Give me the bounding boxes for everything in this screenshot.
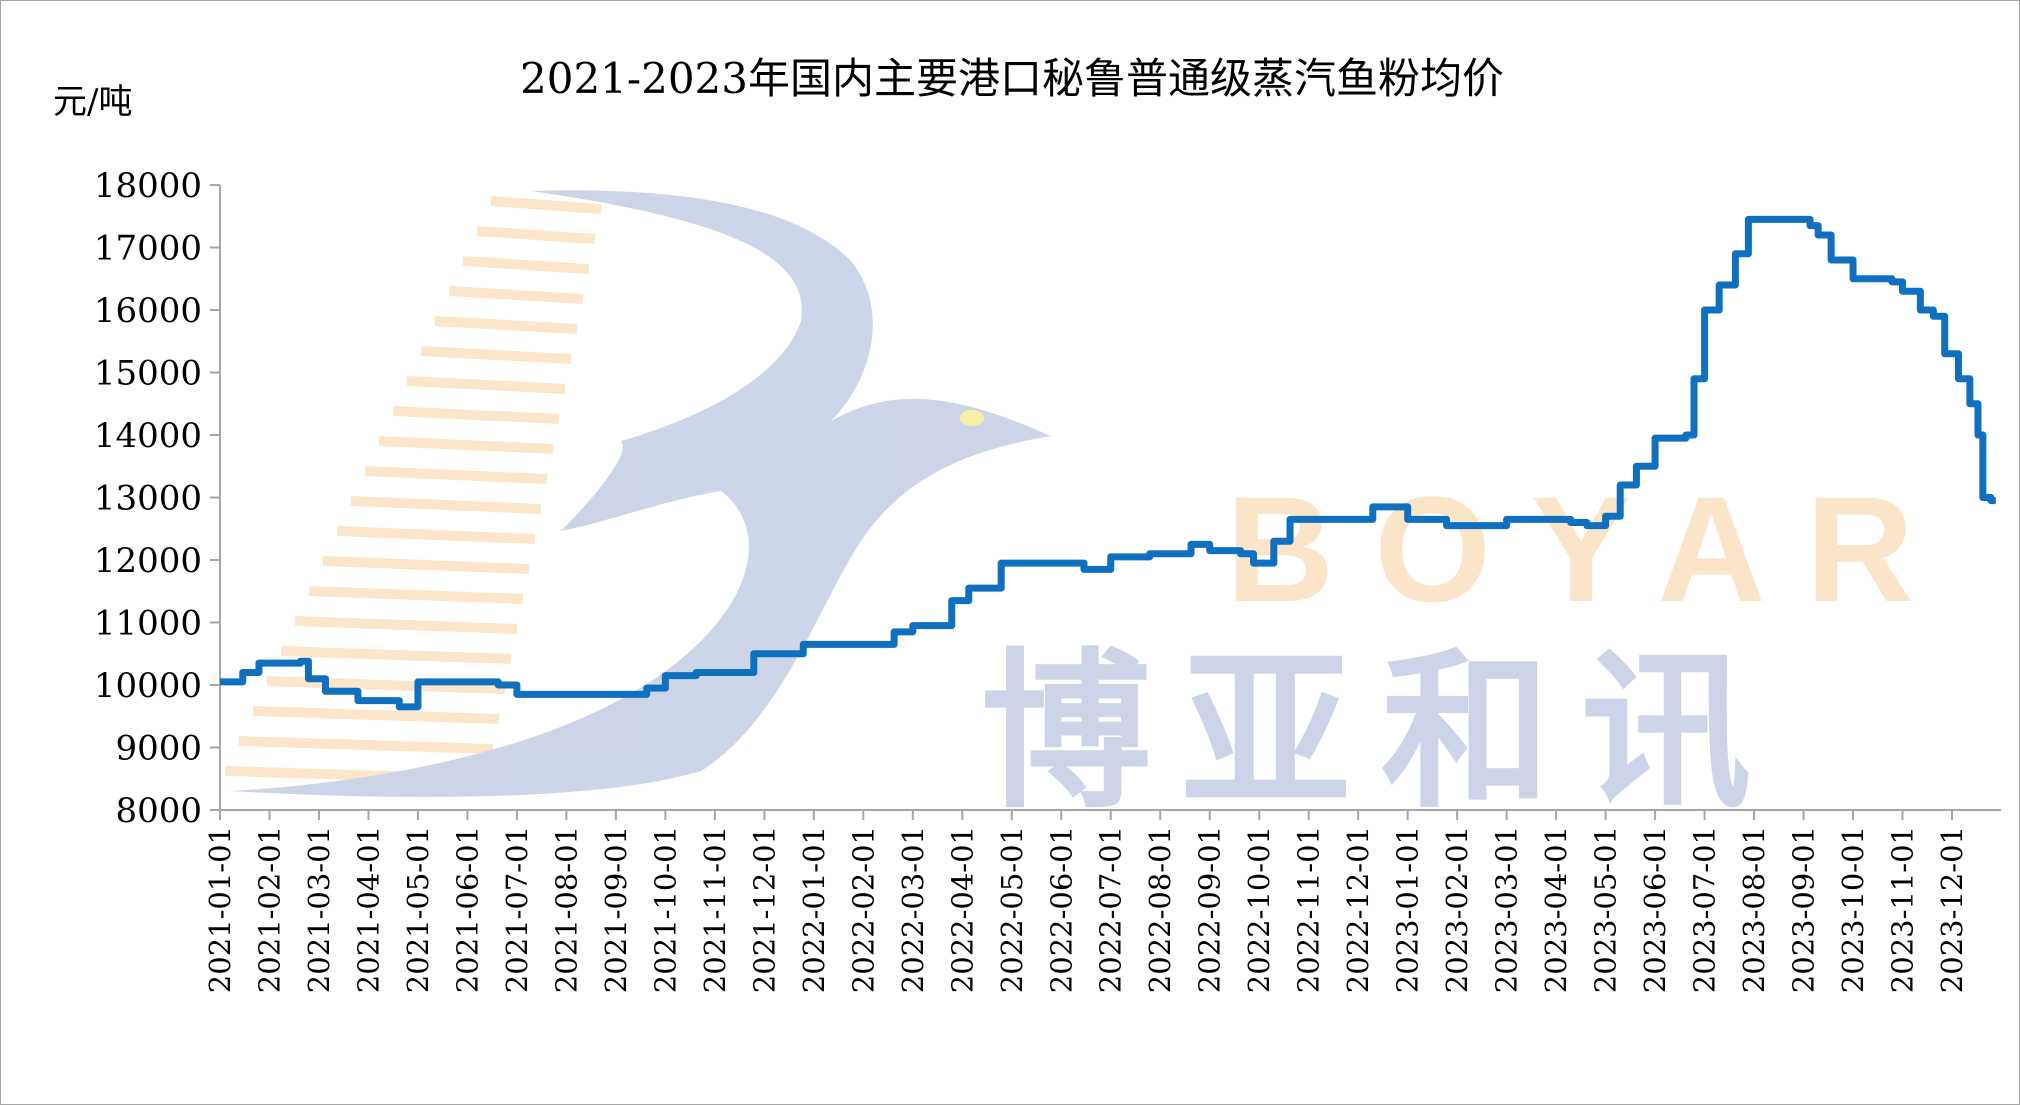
x-tick-label: 2022-01-01 xyxy=(797,826,831,993)
x-tick-label: 2021-06-01 xyxy=(450,826,484,993)
x-tick-label: 2023-05-01 xyxy=(1589,826,1623,993)
chart-title: 2021-2023年国内主要港口秘鲁普通级蒸汽鱼粉均价 xyxy=(520,54,1504,103)
x-tick-label: 2022-07-01 xyxy=(1094,826,1128,993)
x-tick-label: 2021-09-01 xyxy=(599,826,633,993)
x-tick-label: 2023-11-01 xyxy=(1886,826,1920,993)
y-tick-label: 9000 xyxy=(115,729,202,769)
watermark-stripe xyxy=(238,736,494,754)
x-tick-label: 2021-12-01 xyxy=(747,826,781,993)
y-tick-label: 12000 xyxy=(94,541,202,581)
x-tick-label: 2021-10-01 xyxy=(648,826,682,993)
x-tick-label: 2021-03-01 xyxy=(302,826,336,993)
watermark-stripe xyxy=(280,646,512,664)
watermark-stripe xyxy=(350,496,542,514)
watermark-stripe xyxy=(476,226,596,244)
x-tick-label: 2023-09-01 xyxy=(1787,826,1821,993)
watermark-stripe xyxy=(266,676,506,694)
watermark-stripe xyxy=(490,196,602,214)
y-tick-label: 10000 xyxy=(94,666,202,706)
y-tick-label: 15000 xyxy=(94,354,202,394)
watermark-stripe xyxy=(336,526,536,544)
y-tick-label: 13000 xyxy=(94,479,202,519)
watermark-bird-eye xyxy=(960,410,984,426)
x-tick-label: 2022-03-01 xyxy=(896,826,930,993)
x-tick-label: 2021-02-01 xyxy=(252,826,286,993)
y-tick-label: 18000 xyxy=(94,166,202,206)
series-line xyxy=(220,215,1996,711)
y-tick-label: 16000 xyxy=(94,291,202,331)
y-axis: 8000 9000 10000 11000 12000 13000 14000 15000 16… xyxy=(94,166,221,831)
watermark-stripes xyxy=(224,196,602,784)
watermark-stripe xyxy=(406,376,566,394)
x-tick-label: 2022-12-01 xyxy=(1341,826,1375,993)
x-tick-label: 2023-08-01 xyxy=(1737,826,1771,993)
watermark-latin: BOYAR xyxy=(1226,465,1954,633)
y-tick-label: 14000 xyxy=(94,416,202,456)
watermark-stripe xyxy=(462,256,590,274)
x-tick-label: 2022-02-01 xyxy=(846,826,880,993)
x-tick-label: 2021-04-01 xyxy=(351,826,385,993)
x-tick-label: 2023-01-01 xyxy=(1391,826,1425,993)
watermark-logo: BOYAR 博亚和讯 xyxy=(224,190,1954,832)
x-tick-label: 2023-10-01 xyxy=(1836,826,1870,993)
watermark-stripe xyxy=(364,466,548,484)
x-tick-label: 2022-06-01 xyxy=(1044,826,1078,993)
watermark-stripe xyxy=(322,556,530,574)
x-tick-label: 2023-07-01 xyxy=(1688,826,1722,993)
watermark-stripe xyxy=(392,406,560,424)
x-tick-label: 2023-04-01 xyxy=(1539,826,1573,993)
x-tick-label: 2022-10-01 xyxy=(1242,826,1276,993)
x-tick-label: 2023-06-01 xyxy=(1638,826,1672,993)
x-tick-label: 2023-02-01 xyxy=(1440,826,1474,993)
x-tick-label: 2021-11-01 xyxy=(698,826,732,993)
watermark-stripe xyxy=(308,586,524,604)
watermark-stripe xyxy=(294,616,518,634)
watermark-bird xyxy=(231,190,1051,797)
x-tick-label: 2022-08-01 xyxy=(1143,826,1177,993)
x-tick-label: 2021-05-01 xyxy=(401,826,435,993)
watermark-stripe xyxy=(252,706,500,724)
x-tick-label: 2022-09-01 xyxy=(1193,826,1227,993)
x-tick-label: 2023-12-01 xyxy=(1935,826,1969,993)
x-tick-label: 2021-07-01 xyxy=(500,826,534,993)
x-tick-label: 2021-01-01 xyxy=(203,826,237,993)
y-tick-label: 17000 xyxy=(94,229,202,269)
x-tick-label: 2022-04-01 xyxy=(945,826,979,993)
x-tick-label: 2023-03-01 xyxy=(1490,826,1524,993)
y-tick-label: 11000 xyxy=(94,604,202,644)
watermark-stripe xyxy=(420,346,572,364)
watermark-stripe xyxy=(434,316,578,334)
y-tick-label: 8000 xyxy=(115,791,202,831)
watermark-stripe xyxy=(378,436,554,454)
x-tick-label: 2022-05-01 xyxy=(995,826,1029,993)
watermark-chinese: 博亚和讯 xyxy=(981,634,1781,832)
x-tick-label: 2021-08-01 xyxy=(549,826,583,993)
y-axis-unit: 元/吨 xyxy=(53,82,132,122)
watermark-stripe xyxy=(448,286,584,304)
x-tick-label: 2022-11-01 xyxy=(1292,826,1326,993)
x-axis: 2021-01-01 2021-02-01 2021-03-01 2021-04-01… xyxy=(203,809,2001,993)
